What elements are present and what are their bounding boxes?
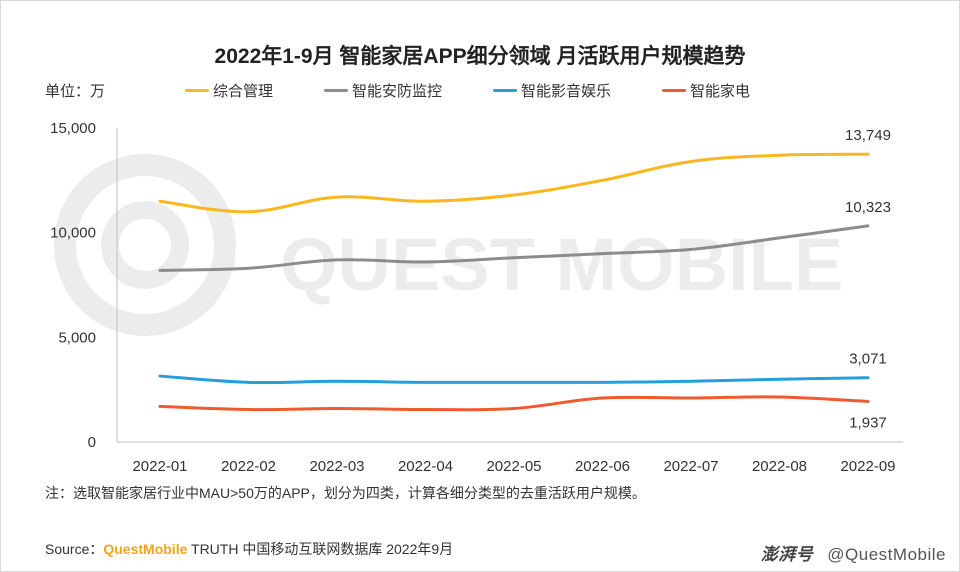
x-tick-label: 2022-02: [221, 458, 276, 475]
x-tick-label: 2022-05: [486, 458, 541, 475]
credit: 澎湃号 @QuestMobile: [761, 540, 946, 565]
legend-swatch: [493, 89, 518, 92]
x-tick-label: 2022-08: [752, 458, 807, 475]
x-tick-label: 2022-09: [840, 458, 895, 475]
y-tick-label: 15,000: [50, 120, 96, 137]
x-tick-label: 2022-01: [132, 458, 187, 475]
end-value-label: 10,323: [845, 199, 891, 216]
axes: 0 5,000 10,000 15,000 2022-01 2022-02 2022-03 2…: [50, 120, 903, 475]
legend-swatch: [324, 89, 349, 92]
legend-swatch: [662, 89, 687, 92]
x-tick-label: 2022-04: [398, 458, 453, 475]
legend-swatch: [185, 89, 209, 92]
data-labels: 13,749 10,323 3,071 1,937: [845, 127, 891, 431]
watermark-text: QUEST MOBILE: [280, 223, 843, 306]
end-value-label: 3,071: [849, 351, 887, 368]
legend-label: 智能影音娱乐: [521, 83, 612, 100]
watermark-logo-inner-icon: [101, 201, 189, 289]
footnote: 注：选取智能家居行业中MAU>50万的APP，划分为四类，计算各细分类型的去重活…: [45, 485, 646, 501]
source-line: Source：QuestMobile TRUTH 中国移动互联网数据库 2022…: [45, 539, 453, 559]
y-tick-label: 10,000: [50, 225, 96, 242]
legend-label: 智能家电: [690, 83, 751, 100]
credit-handle: @QuestMobile: [827, 545, 946, 564]
chart-title: 2022年1-9月 智能家居APP细分领域 月活跃用户规模趋势: [214, 45, 746, 68]
x-tick-label: 2022-07: [663, 458, 718, 475]
y-tick-label: 0: [88, 434, 96, 451]
series-line: [158, 374, 870, 385]
end-value-label: 1,937: [849, 414, 887, 431]
x-tick-label: 2022-03: [309, 458, 364, 475]
x-tick-label: 2022-06: [575, 458, 630, 475]
legend-item: 智能家电: [662, 80, 750, 101]
legend-item: 智能安防监控: [324, 80, 442, 101]
source-prefix: Source：: [45, 541, 104, 557]
source-rest: TRUTH 中国移动互联网数据库 2022年9月: [187, 541, 454, 557]
legend-item: 综合管理: [185, 80, 273, 101]
unit-label: 单位：万: [45, 83, 106, 100]
y-tick-label: 5,000: [58, 329, 96, 346]
end-value-label: 13,749: [845, 127, 891, 144]
legend-label: 智能安防监控: [352, 83, 443, 100]
series-line: [158, 152, 870, 214]
legend-item: 智能影音娱乐: [493, 80, 611, 101]
watermark: QUEST MOBILE: [54, 154, 843, 336]
legend: 综合管理 智能安防监控 智能影音娱乐 智能家电: [185, 80, 750, 101]
watermark-logo-icon: [54, 154, 236, 336]
publisher-logo: 澎湃号: [760, 545, 814, 564]
series-lines: [158, 152, 870, 412]
series-line: [158, 224, 870, 272]
series-line: [158, 395, 870, 412]
legend-label: 综合管理: [213, 83, 274, 100]
source-brand: QuestMobile: [103, 541, 188, 557]
